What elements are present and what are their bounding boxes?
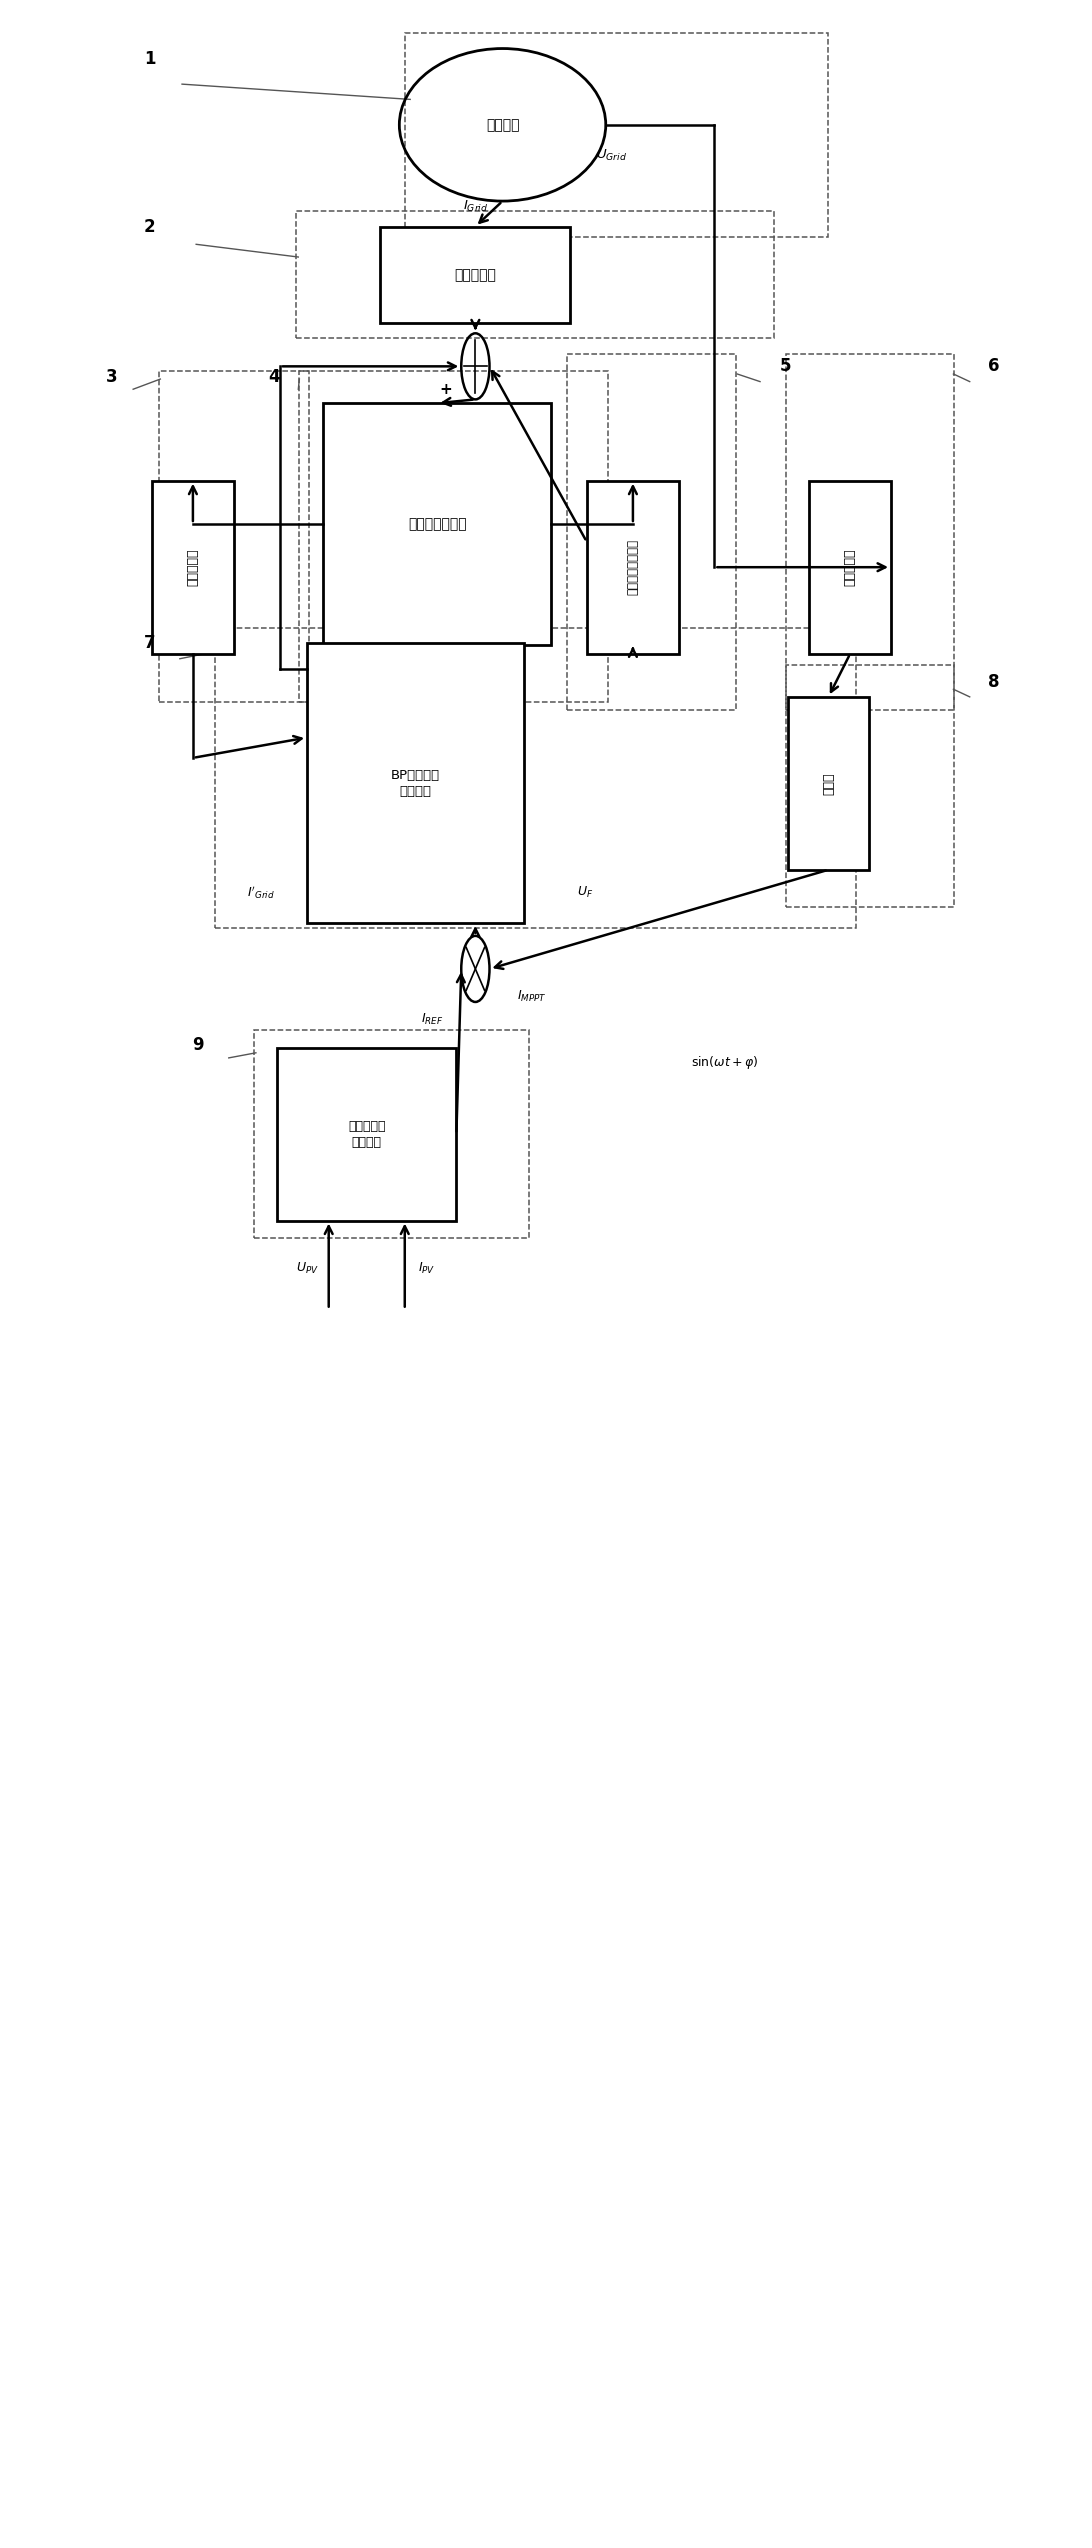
Bar bbox=[299, 372, 608, 701]
Text: 9: 9 bbox=[192, 1037, 204, 1055]
Text: $U_{PV}$: $U_{PV}$ bbox=[296, 1261, 319, 1277]
Bar bbox=[159, 372, 309, 701]
Bar bbox=[809, 482, 891, 655]
Text: 3: 3 bbox=[106, 367, 117, 385]
Bar bbox=[586, 482, 679, 655]
Text: +: + bbox=[440, 382, 452, 397]
Bar bbox=[567, 354, 736, 708]
Text: $I_{PV}$: $I_{PV}$ bbox=[418, 1261, 436, 1277]
Text: 1: 1 bbox=[144, 51, 155, 69]
Text: $U_F$: $U_F$ bbox=[577, 884, 593, 899]
Text: $I_{Grid}$: $I_{Grid}$ bbox=[463, 199, 488, 214]
Text: 5: 5 bbox=[780, 357, 791, 375]
Text: 电压变送器: 电压变送器 bbox=[844, 548, 857, 586]
Bar bbox=[787, 696, 869, 869]
Text: $I'_{Grid}$: $I'_{Grid}$ bbox=[248, 884, 275, 902]
Text: 锁相环: 锁相环 bbox=[822, 772, 835, 795]
Text: 6: 6 bbox=[988, 357, 999, 375]
Text: $I_{MPPT}$: $I_{MPPT}$ bbox=[517, 989, 547, 1004]
Bar bbox=[296, 211, 774, 339]
Bar bbox=[405, 33, 829, 237]
Bar bbox=[785, 354, 954, 708]
Bar bbox=[277, 1047, 456, 1220]
Text: 电网扰动测量模块: 电网扰动测量模块 bbox=[627, 540, 640, 596]
Bar bbox=[785, 665, 954, 907]
Text: $I_{REF}$: $I_{REF}$ bbox=[420, 1012, 443, 1027]
Text: 功率开关管对象: 功率开关管对象 bbox=[408, 517, 466, 530]
Bar bbox=[152, 482, 234, 655]
Text: 等效变换器: 等效变换器 bbox=[454, 268, 497, 283]
Text: BP神经网络
控制模块: BP神经网络 控制模块 bbox=[391, 769, 440, 798]
Bar bbox=[254, 1029, 530, 1238]
Bar bbox=[323, 403, 551, 645]
Bar bbox=[307, 645, 524, 922]
Text: 公共电网: 公共电网 bbox=[486, 117, 520, 132]
Bar bbox=[380, 227, 570, 324]
Text: $\sin(\omega t+\varphi)$: $\sin(\omega t+\varphi)$ bbox=[691, 1055, 759, 1073]
Text: 7: 7 bbox=[144, 634, 155, 652]
Text: 2: 2 bbox=[144, 217, 155, 234]
Text: 最大功率点
跟踪模块: 最大功率点 跟踪模块 bbox=[348, 1119, 385, 1149]
Text: 电流变送器: 电流变送器 bbox=[187, 548, 200, 586]
Text: $U_{Grid}$: $U_{Grid}$ bbox=[595, 148, 627, 163]
Bar bbox=[215, 629, 856, 927]
Text: 4: 4 bbox=[269, 367, 281, 385]
Text: 8: 8 bbox=[988, 673, 999, 691]
